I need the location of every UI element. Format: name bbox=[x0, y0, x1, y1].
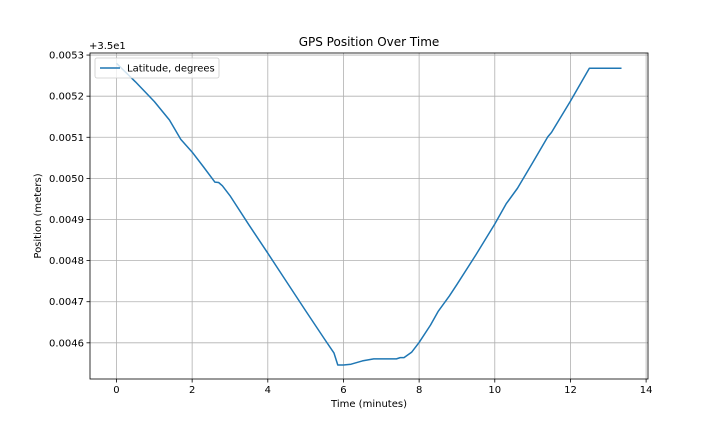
x-axis-label: Time (minutes) bbox=[330, 399, 407, 410]
y-tick-label: 0.0051 bbox=[49, 133, 84, 144]
y-axis-label: Position (meters) bbox=[33, 173, 44, 258]
series-layer bbox=[115, 62, 622, 366]
y-tick-label: 0.0049 bbox=[49, 215, 84, 226]
chart-title: GPS Position Over Time bbox=[299, 35, 440, 49]
y-tick-label: 0.0047 bbox=[49, 297, 84, 308]
ticks: 0 2 4 6 8 10 12 14 0.0046 0.0047 0.0048 0.0049 0.005… bbox=[49, 51, 652, 396]
y-offset-label: +3.5e1 bbox=[89, 41, 126, 52]
x-tick-label: 14 bbox=[640, 385, 653, 396]
y-tick-label: 0.0050 bbox=[49, 174, 84, 185]
x-tick-label: 4 bbox=[265, 385, 271, 396]
x-tick-label: 2 bbox=[189, 385, 195, 396]
y-tick-label: 0.0048 bbox=[49, 256, 84, 267]
y-tick-label: 0.0052 bbox=[49, 92, 84, 103]
grid bbox=[90, 53, 648, 379]
legend: Latitude, degrees bbox=[94, 57, 220, 79]
legend-box bbox=[94, 57, 220, 79]
x-tick-label: 6 bbox=[340, 385, 346, 396]
y-tick-label: 0.0046 bbox=[49, 338, 84, 349]
x-tick-label: 8 bbox=[416, 385, 422, 396]
series-line-latitude bbox=[115, 62, 622, 366]
plot-frame bbox=[89, 52, 649, 380]
y-tick-label: 0.0053 bbox=[49, 51, 84, 62]
legend-label: Latitude, degrees bbox=[127, 64, 215, 75]
x-tick-label: 10 bbox=[488, 385, 501, 396]
x-tick-label: 12 bbox=[564, 385, 577, 396]
x-tick-label: 0 bbox=[113, 385, 119, 396]
